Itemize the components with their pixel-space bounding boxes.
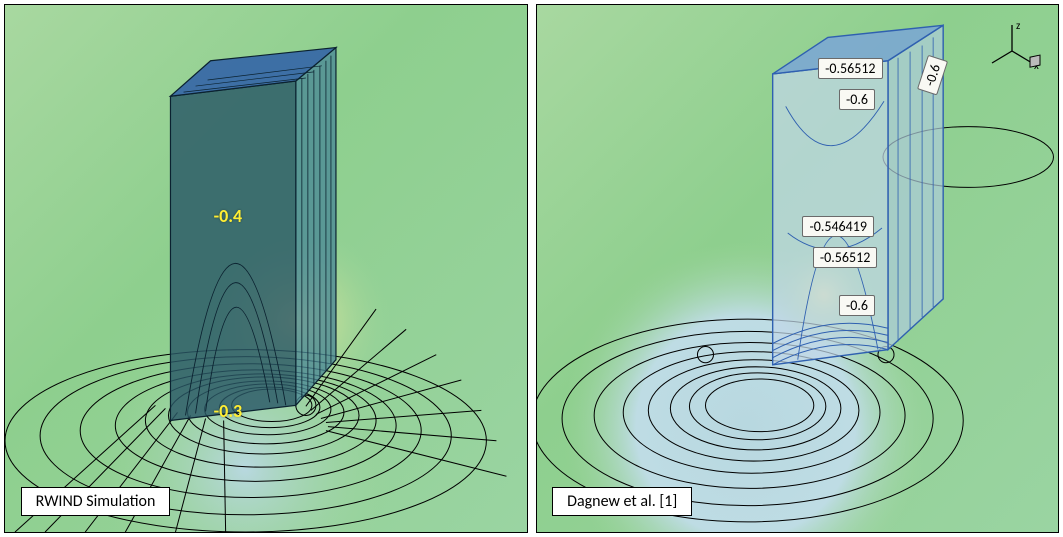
value-label-right-6: -0.6: [839, 295, 875, 316]
panel-left-svg: [5, 5, 527, 532]
panel-left: -0.4 -0.3 RWIND Simulation: [4, 4, 528, 533]
panel-right: -0.56512 -0.6 -0.6 -0.546419 -0.56512 -0…: [536, 4, 1060, 533]
value-label-right-4: -0.546419: [802, 216, 874, 237]
axis-triad: z x: [982, 21, 1042, 81]
building-left: [170, 48, 335, 421]
axis-z-label: z: [1016, 21, 1021, 32]
figure-pair: -0.4 -0.3 RWIND Simulation: [0, 0, 1063, 537]
value-label-left-1: -0.4: [214, 205, 243, 227]
value-label-right-2: -0.6: [839, 89, 875, 110]
value-label-right-5: -0.56512: [813, 247, 877, 268]
panel-right-caption: Dagnew et al. [1]: [552, 487, 692, 516]
value-label-left-2: -0.3: [214, 400, 243, 422]
panel-left-caption: RWIND Simulation: [21, 487, 171, 516]
panel-right-svg: [537, 5, 1059, 532]
value-label-right-1: -0.56512: [818, 58, 882, 79]
